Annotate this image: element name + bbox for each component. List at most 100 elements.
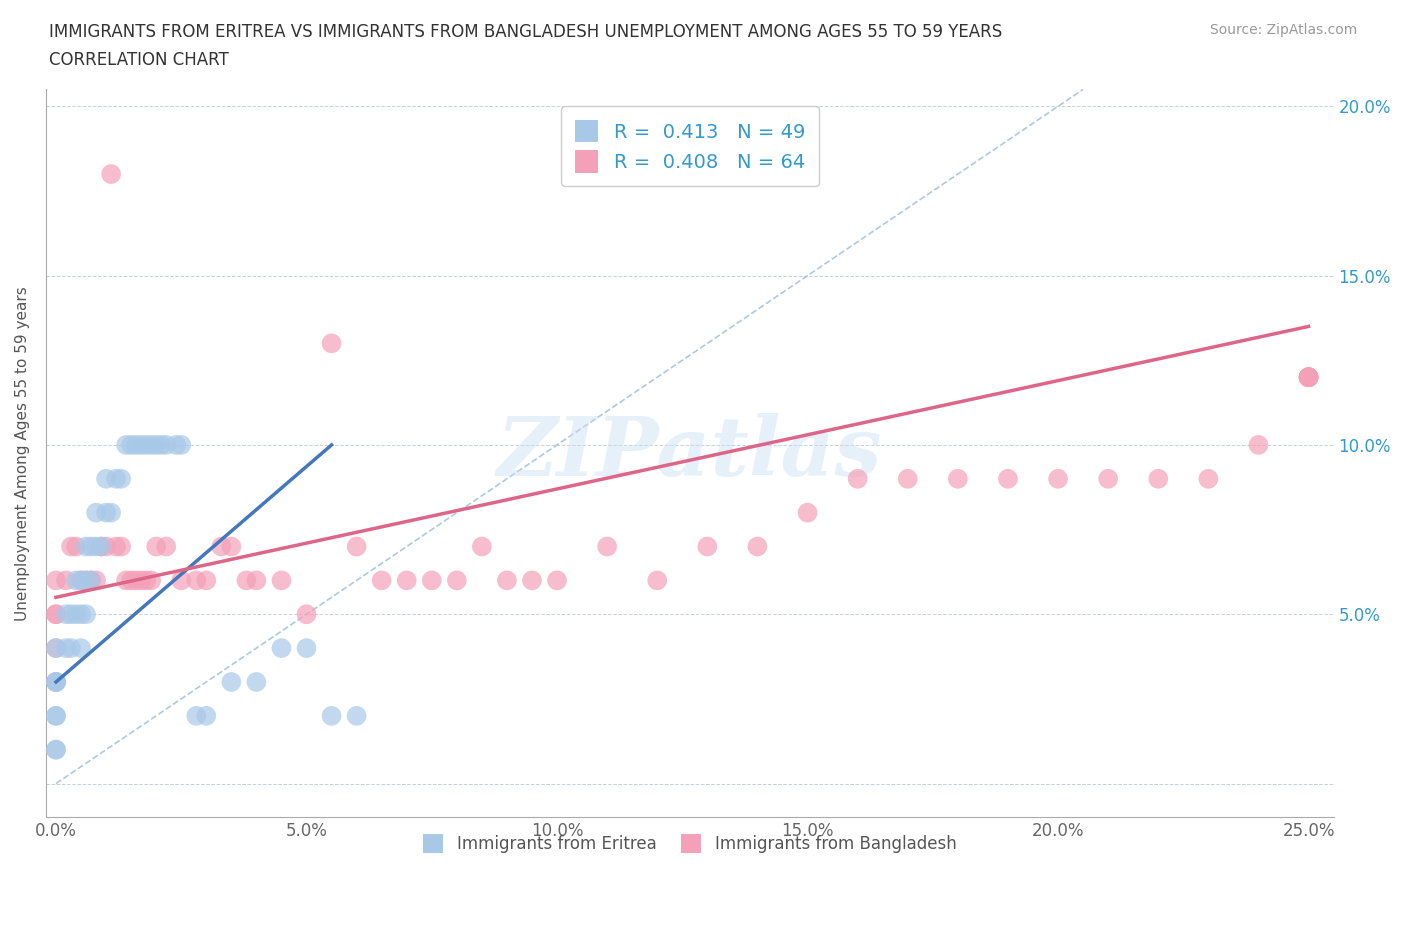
Point — [45, 641, 67, 656]
Point — [90, 539, 112, 554]
Point — [596, 539, 619, 554]
Point — [170, 573, 193, 588]
Point — [747, 539, 769, 554]
Point — [645, 573, 668, 588]
Text: Source: ZipAtlas.com: Source: ZipAtlas.com — [1209, 23, 1357, 37]
Point — [195, 709, 218, 724]
Point — [125, 573, 148, 588]
Point — [1298, 370, 1320, 385]
Point — [155, 539, 177, 554]
Point — [129, 437, 152, 452]
Point — [520, 573, 543, 588]
Point — [321, 336, 343, 351]
Text: CORRELATION CHART: CORRELATION CHART — [49, 51, 229, 69]
Point — [105, 539, 128, 554]
Point — [94, 539, 117, 554]
Point — [395, 573, 418, 588]
Point — [45, 606, 67, 621]
Point — [45, 573, 67, 588]
Point — [45, 606, 67, 621]
Point — [45, 674, 67, 689]
Point — [65, 539, 87, 554]
Point — [125, 437, 148, 452]
Point — [45, 709, 67, 724]
Point — [70, 573, 93, 588]
Point — [471, 539, 494, 554]
Point — [45, 674, 67, 689]
Point — [346, 709, 368, 724]
Text: IMMIGRANTS FROM ERITREA VS IMMIGRANTS FROM BANGLADESH UNEMPLOYMENT AMONG AGES 55: IMMIGRANTS FROM ERITREA VS IMMIGRANTS FR… — [49, 23, 1002, 41]
Point — [60, 641, 83, 656]
Point — [100, 166, 122, 181]
Point — [90, 539, 112, 554]
Point — [370, 573, 392, 588]
Point — [141, 573, 163, 588]
Point — [221, 674, 243, 689]
Point — [195, 573, 218, 588]
Point — [420, 573, 443, 588]
Point — [145, 539, 167, 554]
Point — [245, 573, 267, 588]
Point — [295, 606, 318, 621]
Point — [60, 606, 83, 621]
Point — [1247, 437, 1270, 452]
Point — [496, 573, 519, 588]
Point — [150, 437, 173, 452]
Point — [110, 472, 132, 486]
Point — [115, 573, 138, 588]
Point — [55, 641, 77, 656]
Point — [84, 573, 107, 588]
Point — [270, 573, 292, 588]
Point — [55, 573, 77, 588]
Point — [235, 573, 257, 588]
Point — [80, 573, 103, 588]
Point — [75, 606, 97, 621]
Point — [1097, 472, 1119, 486]
Point — [84, 505, 107, 520]
Point — [1147, 472, 1170, 486]
Point — [94, 505, 117, 520]
Point — [696, 539, 718, 554]
Point — [897, 472, 920, 486]
Y-axis label: Unemployment Among Ages 55 to 59 years: Unemployment Among Ages 55 to 59 years — [15, 286, 30, 621]
Point — [145, 437, 167, 452]
Point — [1298, 370, 1320, 385]
Point — [45, 674, 67, 689]
Point — [75, 539, 97, 554]
Point — [1298, 370, 1320, 385]
Point — [186, 709, 208, 724]
Point — [65, 606, 87, 621]
Point — [141, 437, 163, 452]
Point — [45, 674, 67, 689]
Point — [546, 573, 568, 588]
Point — [129, 573, 152, 588]
Point — [94, 472, 117, 486]
Point — [170, 437, 193, 452]
Point — [60, 539, 83, 554]
Point — [45, 742, 67, 757]
Point — [70, 641, 93, 656]
Point — [100, 505, 122, 520]
Point — [221, 539, 243, 554]
Point — [75, 573, 97, 588]
Point — [70, 573, 93, 588]
Point — [321, 709, 343, 724]
Point — [80, 573, 103, 588]
Point — [135, 437, 157, 452]
Point — [446, 573, 468, 588]
Point — [105, 472, 128, 486]
Point — [796, 505, 818, 520]
Legend: Immigrants from Eritrea, Immigrants from Bangladesh: Immigrants from Eritrea, Immigrants from… — [416, 828, 963, 860]
Point — [84, 539, 107, 554]
Point — [846, 472, 869, 486]
Point — [997, 472, 1019, 486]
Point — [270, 641, 292, 656]
Point — [165, 437, 187, 452]
Point — [186, 573, 208, 588]
Point — [120, 573, 142, 588]
Point — [1298, 370, 1320, 385]
Point — [946, 472, 969, 486]
Point — [1298, 370, 1320, 385]
Point — [346, 539, 368, 554]
Point — [65, 573, 87, 588]
